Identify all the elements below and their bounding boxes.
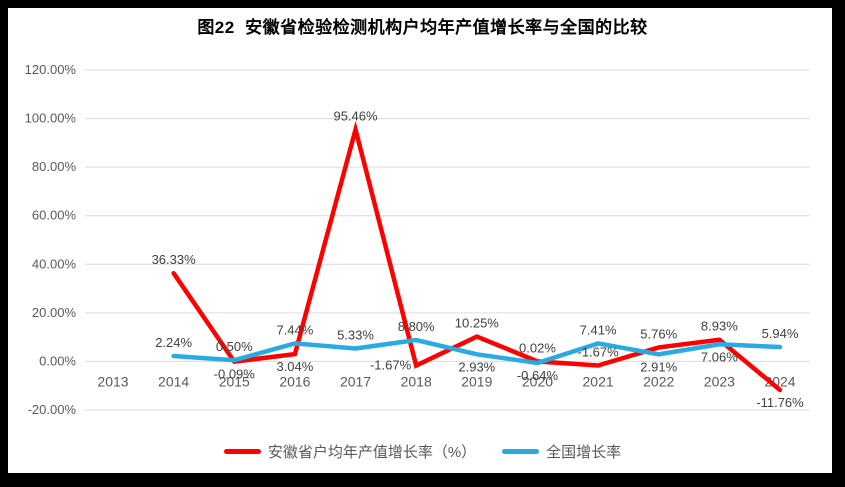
x-axis-label: 2023: [704, 373, 735, 389]
data-label: 7.06%: [701, 349, 738, 364]
y-axis-tick-label: 80.00%: [32, 159, 77, 174]
data-label: 0.02%: [519, 340, 556, 355]
data-label: 5.33%: [337, 327, 374, 342]
y-axis-tick-label: 100.00%: [25, 111, 77, 126]
data-label: 7.41%: [580, 322, 617, 337]
x-axis-label: 2022: [643, 373, 674, 389]
x-axis-label: 2019: [461, 373, 492, 389]
data-label: -1.67%: [370, 357, 412, 372]
y-axis-tick-label: 120.00%: [25, 62, 77, 77]
legend-swatch-anhui: [223, 449, 261, 454]
data-label: 2.93%: [458, 359, 495, 374]
data-label: 5.76%: [640, 326, 677, 341]
x-axis-label: 2015: [219, 373, 250, 389]
x-axis-label: 2017: [340, 373, 371, 389]
y-axis-tick-label: 40.00%: [32, 256, 77, 271]
data-label: 8.80%: [398, 319, 435, 334]
data-label: 3.04%: [276, 359, 313, 374]
data-label: 95.46%: [333, 109, 378, 124]
data-label: 10.25%: [455, 316, 500, 331]
series-line-anhui: [171, 120, 783, 393]
legend: 安徽省户均年产值增长率（%） 全国增长率: [0, 441, 845, 462]
data-label: 0.50%: [216, 339, 253, 354]
legend-swatch-national: [502, 449, 540, 454]
legend-item-anhui: 安徽省户均年产值增长率（%）: [223, 441, 477, 462]
x-axis-label: 2014: [158, 373, 189, 389]
data-label: -0.09%: [214, 367, 256, 382]
data-label: 2.24%: [155, 335, 192, 350]
y-axis-tick-label: 60.00%: [32, 208, 77, 223]
data-label: 2.91%: [640, 359, 677, 374]
legend-label-anhui: 安徽省户均年产值增长率（%）: [267, 444, 477, 461]
legend-label-national: 全国增长率: [546, 444, 622, 461]
x-axis-label: 2013: [97, 373, 128, 389]
y-axis-tick-label: 0.00%: [39, 353, 76, 368]
data-label: -0.64%: [517, 368, 559, 383]
x-axis-label: 2018: [401, 373, 432, 389]
y-axis-tick-label: -20.00%: [28, 402, 77, 417]
data-label: 8.93%: [701, 319, 738, 334]
x-axis-label: 2020: [522, 373, 553, 389]
legend-item-national: 全国增长率: [502, 441, 621, 462]
data-label: -11.76%: [756, 395, 804, 410]
series-line-national: [171, 337, 783, 366]
chart-title: 图22 安徽省检验检测机构户均年产值增长率与全国的比较: [197, 18, 648, 37]
data-label: -1.67%: [577, 344, 619, 359]
x-axis-label: 2021: [583, 373, 614, 389]
data-label: 5.94%: [762, 326, 799, 341]
x-axis-label: 2016: [279, 373, 310, 389]
data-label: 7.44%: [276, 322, 313, 337]
y-axis-tick-label: 20.00%: [32, 305, 77, 320]
data-label: 36.33%: [152, 252, 197, 267]
